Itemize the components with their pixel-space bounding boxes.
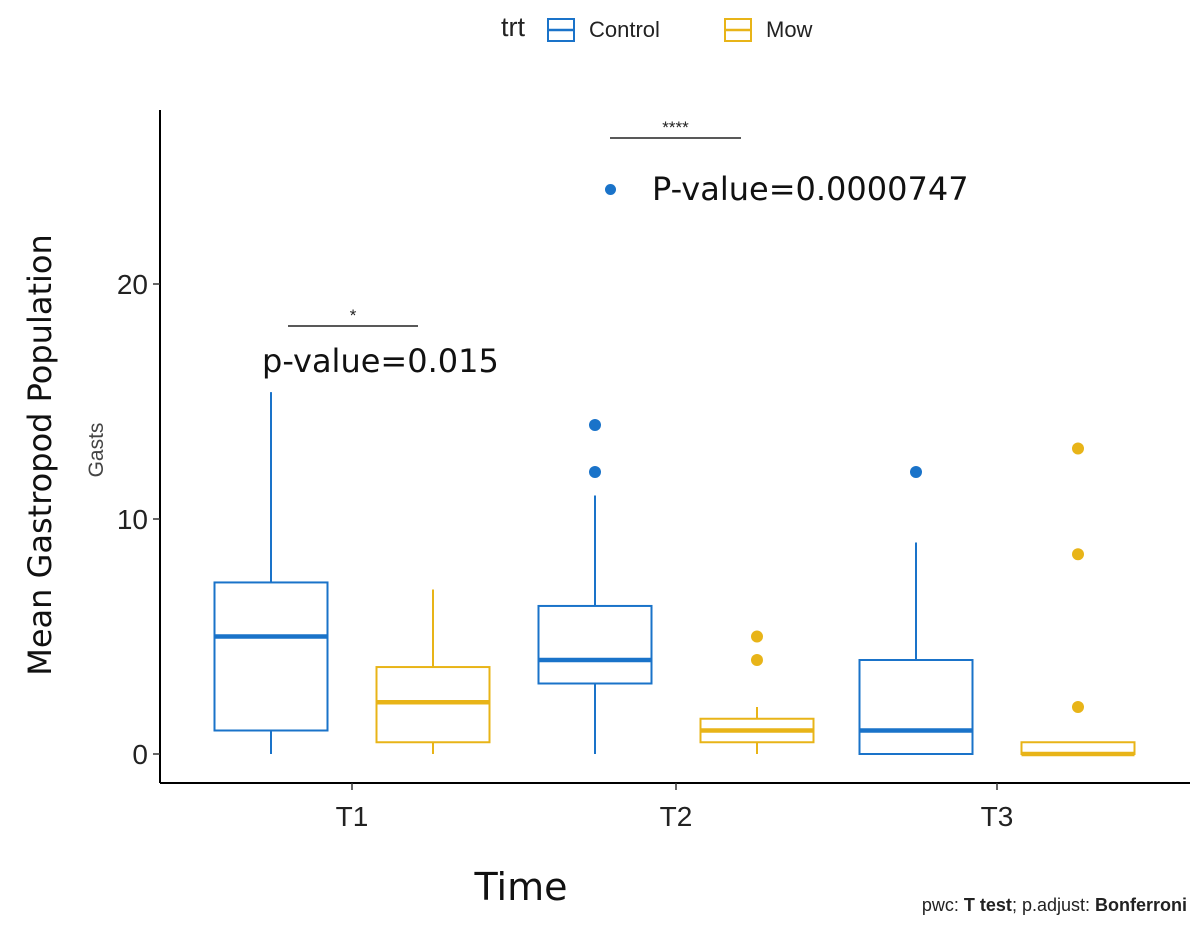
outlier-control-t3-0 xyxy=(910,466,922,478)
caption-method: Bonferroni xyxy=(1095,895,1187,915)
y-tick-label-10: 10 xyxy=(117,504,148,535)
outlier-mow-t3-0 xyxy=(1072,701,1084,713)
y-tick-label-0: 0 xyxy=(132,739,148,770)
y-axis-label-overlay: Mean Gastropod Population xyxy=(21,234,59,676)
pvalue-label-t2: P-value=0.0000747 xyxy=(605,170,969,208)
legend-label-mow: Mow xyxy=(766,17,813,42)
outlier-mow-t3-1 xyxy=(1072,548,1084,561)
outlier-control-t2-1 xyxy=(589,419,601,431)
outlier-mow-t2-0 xyxy=(751,654,763,666)
outlier-mow-t2-1 xyxy=(751,630,763,643)
pvalue-text-t2: P-value=0.0000747 xyxy=(652,170,969,208)
significance-stars-t1: * xyxy=(350,306,357,325)
box-control-t3 xyxy=(858,659,974,755)
x-tick-label-T2: T2 xyxy=(660,801,693,832)
box-control-t1 xyxy=(213,581,329,732)
outlier-control-t2-0 xyxy=(589,466,601,478)
legend-item-mow: Mow xyxy=(722,16,812,44)
bullet-icon xyxy=(605,183,616,195)
legend-key-control xyxy=(547,18,575,42)
caption-mid: ; p.adjust: xyxy=(1011,895,1095,915)
legend-item-control: Control xyxy=(545,16,660,44)
caption: pwc: T test; p.adjust: Bonferroni xyxy=(922,895,1187,916)
significance-stars-t2: **** xyxy=(662,118,689,137)
box-mow-t1 xyxy=(375,666,491,744)
pvalue-label-t1: p-value=0.015 xyxy=(262,342,499,380)
y-axis-label: Gasts xyxy=(85,422,108,478)
caption-test: T test xyxy=(963,895,1012,915)
legend-label-control: Control xyxy=(589,17,660,42)
legend-key-mow xyxy=(724,18,752,42)
x-tick-label-T1: T1 xyxy=(336,801,369,832)
x-axis-label: Time xyxy=(474,865,568,909)
x-tick-label-T3: T3 xyxy=(981,801,1014,832)
box-control-t2 xyxy=(537,604,653,685)
legend-title: trt xyxy=(501,12,525,42)
caption-prefix: pwc: xyxy=(921,895,964,915)
outlier-mow-t3-2 xyxy=(1072,442,1084,455)
y-tick-label-20: 20 xyxy=(117,269,148,300)
